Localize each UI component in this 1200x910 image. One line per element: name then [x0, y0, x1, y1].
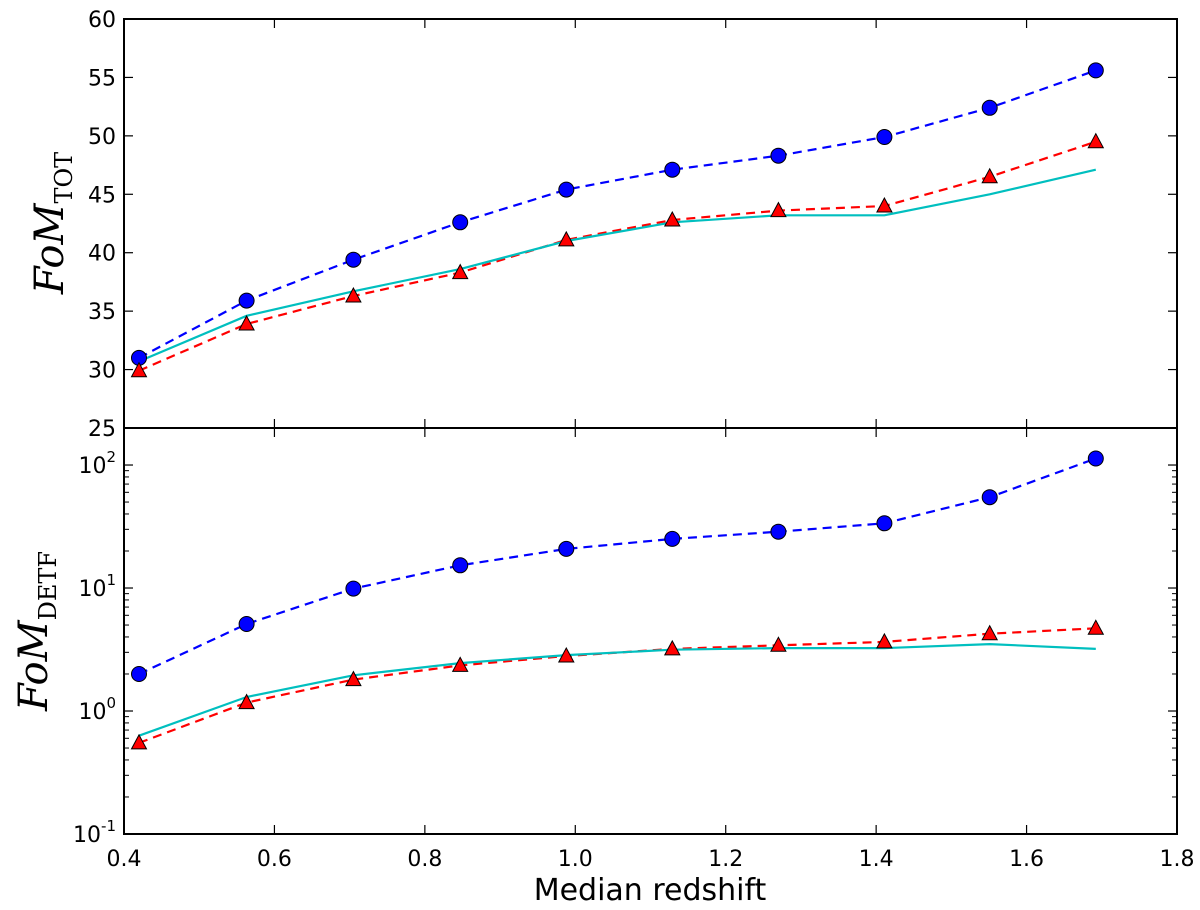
bottom-y-axis-label: FoMDETF: [11, 551, 62, 712]
top-marker-triangle: [345, 286, 362, 303]
top-ytick-label: 35: [88, 300, 116, 325]
top-marker-triangle: [238, 314, 255, 331]
bottom-marker-circle: [1087, 450, 1104, 467]
bottom-ytick-label-exp: 1: [106, 571, 116, 589]
top-series-lines: [138, 69, 1097, 372]
top-marker-circle: [770, 147, 787, 164]
top-marker-triangle: [663, 210, 681, 227]
top-y-axis-label-base: FoM: [27, 203, 73, 296]
top-series-markers: [130, 62, 1105, 378]
xtick-label: 0.8: [407, 847, 442, 872]
bottom-marker-circle: [664, 530, 681, 547]
bottom-axes-frame: [123, 427, 1178, 835]
bottom-ytick-label: 10-1: [73, 817, 116, 848]
bottom-marker-triangle: [451, 656, 469, 672]
xtick-label: 1.0: [558, 847, 593, 872]
bottom-marker-circle: [238, 616, 255, 632]
bottom-ytick-label-base: 10: [78, 454, 106, 479]
top-series-line-0: [138, 69, 1097, 359]
top-ytick-label: 50: [88, 125, 116, 150]
bottom-ytick-label-exp: 2: [106, 448, 116, 466]
bottom-marker-triangle: [876, 632, 893, 649]
top-ytick-label: 25: [88, 417, 116, 442]
bottom-marker-triangle: [557, 646, 575, 663]
bottom-ytick-label: 101: [78, 571, 116, 602]
xtick-label: 0.4: [107, 847, 142, 872]
bottom-marker-circle: [558, 540, 575, 557]
bottom-marker-triangle: [981, 624, 999, 641]
bottom-marker-triangle: [238, 693, 255, 710]
bottom-y-axis-label-base: FoM: [11, 619, 57, 712]
top-ytick-label: 40: [88, 242, 116, 267]
bottom-marker-circle: [345, 580, 362, 597]
bottom-marker-circle: [876, 515, 893, 532]
top-ytick-label: 55: [88, 66, 116, 91]
xtick-label: 1.2: [708, 847, 743, 872]
top-marker-circle: [238, 292, 255, 309]
bottom-marker-circle: [770, 523, 787, 540]
bottom-ytick-label: 100: [78, 694, 116, 725]
top-series-line-2: [138, 168, 1097, 363]
xtick-label: 1.8: [1160, 847, 1195, 872]
bottom-marker-circle: [131, 666, 147, 682]
top-marker-circle: [664, 161, 681, 178]
top-series-line-1: [138, 140, 1097, 372]
bottom-marker-triangle: [663, 639, 681, 656]
top-y-axis-label: FoMTOT: [27, 152, 78, 295]
top-marker-triangle: [557, 230, 575, 247]
bottom-ytick-label: 102: [78, 448, 116, 479]
bottom-ytick-label-base: 10: [78, 577, 106, 602]
top-marker-circle: [558, 181, 575, 198]
bottom-ytick-label-exp: 0: [106, 694, 116, 712]
bottom-ytick-label-base: 10: [78, 700, 106, 725]
bottom-marker-triangle: [345, 670, 362, 687]
bottom-ytick-label-base: 10: [73, 823, 101, 848]
top-ytick-label: 30: [88, 359, 116, 384]
top-marker-circle: [452, 214, 469, 231]
bottom-ytick-label-exp: -1: [101, 817, 116, 835]
bottom-series-lines: [138, 457, 1097, 744]
top-ytick-label: 60: [88, 8, 116, 33]
top-marker-triangle: [451, 263, 469, 280]
top-marker-circle: [1087, 62, 1104, 79]
bottom-y-axis-label-sub: DETF: [34, 551, 62, 620]
bottom-series-markers: [130, 450, 1105, 750]
top-marker-triangle: [876, 196, 893, 213]
bottom-marker-triangle: [1087, 619, 1105, 635]
top-ytick-label: 45: [88, 183, 116, 208]
top-marker-triangle: [981, 167, 999, 184]
top-panel: 25 30 35 40 45 50 55 60 FoMTOT: [27, 8, 1178, 442]
top-marker-triangle: [130, 361, 148, 378]
xtick-label: 1.6: [1009, 847, 1044, 872]
bottom-series-line-0: [138, 457, 1097, 675]
top-ticks: 25 30 35 40 45 50 55 60: [88, 8, 1178, 442]
bottom-series-line-1: [138, 627, 1096, 744]
top-marker-triangle: [770, 201, 787, 218]
bottom-series-line-2: [138, 642, 1096, 737]
xtick-label: 0.6: [257, 847, 292, 872]
x-axis-label: Median redshift: [534, 873, 767, 908]
bottom-marker-circle: [981, 489, 998, 506]
xtick-label: 1.4: [859, 847, 894, 872]
top-marker-circle: [981, 99, 998, 116]
top-marker-triangle: [1087, 132, 1105, 149]
bottom-marker-circle: [452, 557, 469, 574]
bottom-marker-triangle: [130, 733, 148, 750]
bottom-marker-triangle: [770, 636, 787, 652]
top-marker-circle: [876, 129, 893, 145]
top-marker-circle: [345, 251, 362, 268]
top-y-axis-label-sub: TOT: [50, 152, 78, 204]
